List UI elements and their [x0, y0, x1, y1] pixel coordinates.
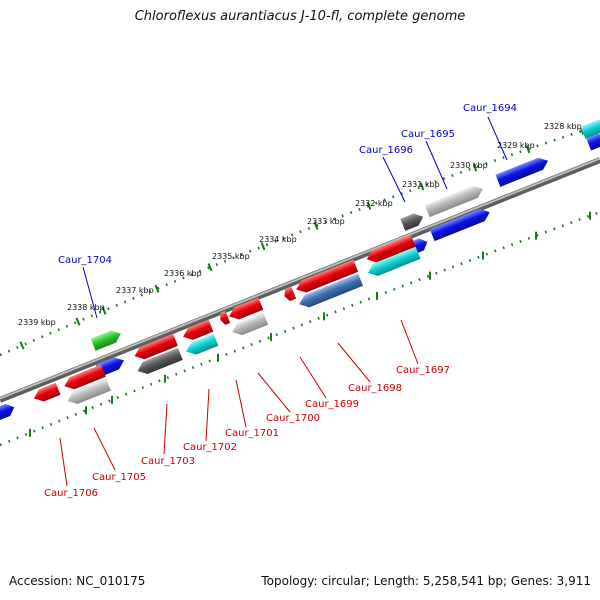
scale-tick-label: 2334 kbp — [259, 235, 297, 244]
svg-text:Caur_1700: Caur_1700 — [266, 413, 320, 424]
gene-blue — [429, 209, 490, 242]
svg-text:Caur_1703: Caur_1703 — [141, 456, 195, 467]
gene-features — [0, 119, 600, 421]
accession-text: Accession: NC_010175 — [9, 574, 146, 588]
gene-caur-1704 — [90, 330, 121, 351]
gene-caur-1705 — [67, 378, 111, 405]
scale-dots-upper — [0, 123, 600, 357]
scale-tick — [19, 341, 25, 350]
gene-caur-1697 — [367, 246, 421, 276]
gene-labels: Caur_1694 Caur_1695 Caur_1696 Caur_1704 Caur… — [44, 103, 517, 499]
scale-tick — [207, 263, 213, 272]
gene-red — [229, 297, 264, 320]
scale-tick-label: 2329 kbp — [497, 141, 535, 150]
label-caur-1697: Caur_1697 — [396, 319, 450, 376]
label-caur-1702: Caur_1702 — [183, 388, 237, 453]
scale-tick — [313, 221, 319, 230]
scale-tick — [579, 126, 585, 136]
gene-caur-1700 — [232, 312, 269, 336]
label-caur-1705: Caur_1705 — [92, 427, 146, 483]
scale-tick — [366, 201, 372, 210]
gene-caur-1696 — [400, 213, 424, 231]
svg-text:Caur_1701: Caur_1701 — [225, 428, 279, 439]
gene-red — [366, 234, 416, 263]
gene-caur-1698 — [299, 273, 364, 308]
gene-caur-1694 — [495, 157, 549, 187]
scale-ticks: 2328 kbp 2329 kbp 2330 kbp 2331 kbp 2332 kbp… — [0, 122, 600, 447]
svg-text:Caur_1704: Caur_1704 — [58, 255, 112, 266]
gene-caur-1695 — [424, 185, 483, 218]
scale-tick-label: 2338 kbp — [67, 303, 105, 312]
scale-tick-label: 2333 kbp — [307, 217, 345, 226]
label-caur-1700: Caur_1700 — [257, 372, 320, 424]
gene-blue — [586, 133, 600, 151]
label-caur-1694: Caur_1694 — [463, 103, 517, 161]
map-title: Chloroflexus aurantiacus J-10-fl, comple… — [134, 9, 466, 24]
scale-tick-label: 2331 kbp — [402, 180, 440, 189]
scale-tick — [472, 163, 478, 172]
gene-caur-1702 — [186, 333, 219, 355]
label-caur-1701: Caur_1701 — [225, 379, 279, 439]
gene-red — [64, 364, 106, 390]
backbone-highlight — [0, 157, 600, 400]
gene-caur-1699 — [284, 286, 297, 301]
gene-red — [183, 319, 214, 340]
gene-caur-1703 — [137, 347, 183, 375]
gene-blue — [0, 403, 15, 421]
svg-text:Caur_1697: Caur_1697 — [396, 365, 450, 376]
scale-tick — [154, 284, 160, 293]
label-caur-1706: Caur_1706 — [44, 437, 98, 499]
genome-summary-text: Topology: circular; Length: 5,258,541 bp… — [261, 574, 591, 588]
svg-text:Caur_1698: Caur_1698 — [348, 383, 402, 394]
svg-text:Caur_1699: Caur_1699 — [305, 399, 359, 410]
backbone-shadow — [0, 157, 600, 403]
svg-text:Caur_1702: Caur_1702 — [183, 442, 237, 453]
gene-red — [296, 259, 359, 293]
gene-cyan — [580, 119, 600, 139]
svg-text:Caur_1694: Caur_1694 — [463, 103, 517, 114]
svg-text:Caur_1706: Caur_1706 — [44, 488, 98, 499]
scale-tick-label: 2337 kbp — [116, 286, 154, 295]
scale-tick — [419, 182, 425, 191]
svg-text:Caur_1696: Caur_1696 — [359, 145, 413, 156]
svg-text:Caur_1705: Caur_1705 — [92, 472, 146, 483]
scale-tick — [75, 317, 81, 326]
scale-tick — [260, 242, 266, 251]
label-caur-1695: Caur_1695 — [401, 129, 455, 190]
svg-text:Caur_1695: Caur_1695 — [401, 129, 455, 140]
gene-red — [134, 333, 178, 360]
scale-tick-label: 2330 kbp — [450, 161, 488, 170]
scale-tick — [525, 144, 531, 154]
scale-tick-label: 2335 kbp — [212, 252, 250, 261]
label-caur-1698: Caur_1698 — [337, 342, 402, 394]
label-caur-1696: Caur_1696 — [359, 145, 413, 203]
scale-tick-label: 2328 kbp — [544, 122, 582, 131]
label-caur-1704: Caur_1704 — [58, 255, 112, 319]
genome-backbone — [0, 157, 600, 403]
label-caur-1699: Caur_1699 — [299, 356, 359, 410]
scale-tick-label: 2336 kbp — [164, 269, 202, 278]
scale-tick-label: 2332 kbp — [355, 199, 393, 208]
scale-dots-lower — [0, 210, 600, 447]
scale-tick-label: 2339 kbp — [18, 318, 56, 327]
scale-tick — [101, 306, 107, 315]
label-caur-1703: Caur_1703 — [141, 403, 195, 467]
gene-caur-1706 — [33, 382, 61, 402]
gene-caur-1701 — [220, 310, 231, 325]
